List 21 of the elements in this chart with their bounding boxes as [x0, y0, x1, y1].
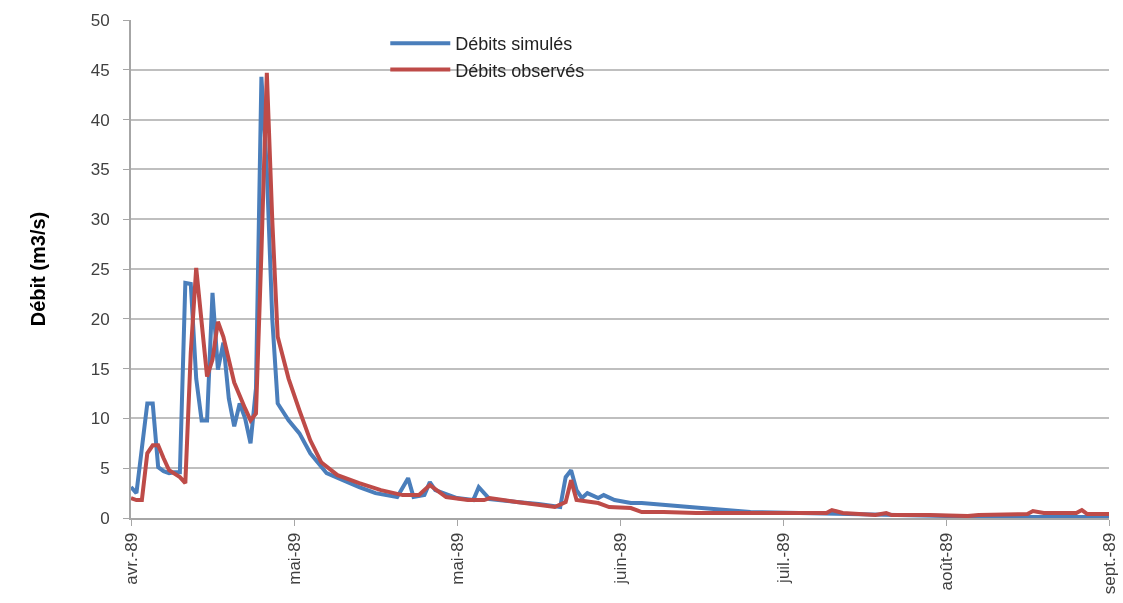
y-tick-label: 50	[90, 10, 110, 30]
x-tick-label: mai-89	[447, 532, 467, 585]
x-tick-label: juin-89	[610, 532, 630, 585]
y-tick-label: 5	[100, 459, 110, 479]
y-tick-label: 10	[90, 409, 110, 429]
x-tick-label: mai-89	[284, 532, 304, 585]
y-tick-label: 20	[90, 309, 110, 329]
x-tick-label: sept.-89	[1099, 532, 1119, 595]
x-tick-label: août-89	[936, 532, 956, 591]
x-tick-label: juil.-89	[773, 532, 793, 584]
y-axis-title: Débit (m3/s)	[26, 211, 49, 327]
y-tick-label: 45	[90, 60, 110, 80]
legend-label: Débits observés	[455, 60, 585, 81]
y-tick-label: 25	[90, 259, 110, 279]
y-tick-label: 30	[90, 210, 110, 230]
y-tick-label: 40	[90, 110, 110, 130]
y-tick-label: 35	[90, 160, 110, 180]
y-tick-label: 0	[100, 508, 110, 528]
x-tick-label: avr.-89	[121, 532, 141, 585]
y-tick-label: 15	[90, 359, 110, 379]
legend-label: Débits simulés	[455, 34, 573, 55]
